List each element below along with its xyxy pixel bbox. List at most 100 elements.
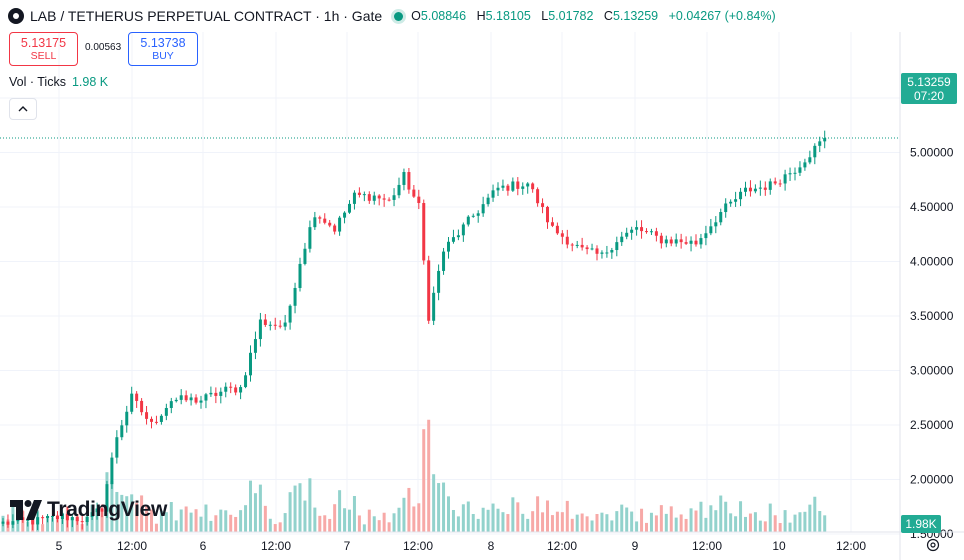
volume-bar bbox=[486, 509, 490, 532]
candle-body bbox=[748, 187, 752, 192]
volume-bar bbox=[135, 502, 139, 532]
volume-bar bbox=[234, 516, 238, 532]
candles bbox=[1, 130, 827, 531]
volume-bar bbox=[159, 511, 163, 532]
volume-bar bbox=[773, 515, 777, 532]
volume-legend[interactable]: Vol · Ticks 1.98 K bbox=[9, 75, 108, 89]
candle-body bbox=[372, 195, 376, 201]
candle-body bbox=[808, 157, 812, 163]
volume-bar bbox=[278, 522, 282, 532]
volume-bar bbox=[313, 507, 317, 532]
volume-bar bbox=[491, 503, 495, 532]
candle-body bbox=[318, 217, 322, 219]
candle-body bbox=[219, 391, 223, 396]
volume-bar bbox=[793, 514, 797, 532]
candle-body bbox=[273, 324, 277, 326]
candle-body bbox=[560, 233, 564, 237]
y-tick-label: 2.00000 bbox=[910, 473, 954, 487]
candle-body bbox=[308, 227, 312, 249]
buy-button[interactable]: 5.13738 BUY bbox=[128, 32, 198, 66]
candle-body bbox=[491, 190, 495, 198]
volume-bar bbox=[654, 515, 658, 532]
x-tick-label: 10 bbox=[772, 539, 786, 553]
candle-body bbox=[70, 517, 74, 521]
x-tick-label: 12:00 bbox=[403, 539, 433, 553]
chart-header: LAB / TETHERUS PERPETUAL CONTRACT · 1h ·… bbox=[0, 0, 900, 32]
settings-icon bbox=[926, 538, 940, 552]
volume-bar bbox=[615, 511, 619, 532]
x-tick-label: 12:00 bbox=[547, 539, 577, 553]
candle-body bbox=[189, 397, 193, 401]
x-tick-label: 5 bbox=[56, 539, 63, 553]
candle-body bbox=[204, 394, 208, 401]
volume-bar bbox=[189, 512, 193, 532]
settings-button[interactable] bbox=[925, 537, 941, 553]
volume-bar bbox=[377, 520, 381, 532]
volume-bar bbox=[402, 497, 406, 532]
candle-body bbox=[798, 167, 802, 173]
candle-body bbox=[258, 319, 262, 340]
volume-bar bbox=[293, 485, 297, 532]
candle-body bbox=[6, 521, 10, 525]
volume-bar bbox=[407, 487, 411, 532]
volume-bar bbox=[595, 514, 599, 532]
volume-bar bbox=[481, 507, 485, 532]
volume-bar bbox=[253, 493, 257, 532]
symbol-title[interactable]: LAB / TETHERUS PERPETUAL CONTRACT · 1h ·… bbox=[30, 8, 383, 24]
volume-bar bbox=[184, 506, 188, 532]
collapse-legend-button[interactable] bbox=[9, 98, 37, 120]
candle-body bbox=[654, 231, 658, 236]
candle-body bbox=[239, 387, 243, 393]
volume-bar bbox=[125, 496, 129, 532]
buy-price: 5.13738 bbox=[140, 36, 186, 50]
candle-body bbox=[783, 174, 787, 184]
volume-bar bbox=[664, 513, 668, 532]
candle-body bbox=[526, 183, 530, 187]
volume-bar bbox=[239, 510, 243, 532]
sell-button[interactable]: 5.13175 SELL bbox=[9, 32, 78, 66]
candle-body bbox=[323, 218, 327, 223]
candle-body bbox=[719, 212, 723, 223]
candle-body bbox=[51, 515, 54, 517]
volume-bar bbox=[541, 512, 545, 532]
candle-body bbox=[714, 222, 718, 227]
open-label: O bbox=[411, 9, 421, 23]
candle-body bbox=[164, 407, 168, 416]
candle-body bbox=[575, 244, 579, 246]
candle-body bbox=[640, 227, 644, 232]
volume-bar bbox=[219, 509, 223, 532]
x-tick-label: 12:00 bbox=[117, 539, 147, 553]
candle-body bbox=[80, 521, 84, 523]
candle-body bbox=[788, 173, 792, 175]
volume-bar bbox=[590, 520, 594, 532]
candle-body bbox=[496, 187, 500, 191]
volume-bar bbox=[338, 490, 342, 532]
volume-bar bbox=[506, 514, 510, 532]
volume-bar bbox=[630, 511, 634, 532]
y-tick-label: 3.50000 bbox=[910, 309, 954, 323]
volume-bar bbox=[352, 496, 356, 532]
volume-bar bbox=[684, 518, 688, 532]
candle-body bbox=[397, 184, 401, 196]
tradingview-watermark[interactable]: TradingView bbox=[10, 498, 167, 522]
candle-body bbox=[145, 412, 149, 419]
candle-body bbox=[130, 393, 134, 412]
volume-bar bbox=[709, 505, 713, 532]
candle-body bbox=[263, 319, 267, 325]
ohlc-values: O5.08846 H5.18105 L5.01782 C5.13259 +0.0… bbox=[411, 9, 775, 23]
logo-icon bbox=[8, 8, 24, 24]
candle-body bbox=[773, 181, 777, 184]
candle-body bbox=[476, 213, 480, 216]
volume-bar bbox=[546, 500, 549, 532]
candle-body bbox=[36, 517, 40, 525]
candle-body bbox=[461, 224, 465, 236]
volume-bar bbox=[580, 513, 584, 532]
volume-bar bbox=[803, 511, 807, 532]
volume-bar bbox=[283, 513, 287, 532]
volume-bar bbox=[714, 510, 718, 532]
candle-body bbox=[159, 415, 163, 422]
candle-body bbox=[11, 521, 15, 525]
candle-body bbox=[229, 386, 233, 388]
candle-body bbox=[100, 508, 104, 512]
